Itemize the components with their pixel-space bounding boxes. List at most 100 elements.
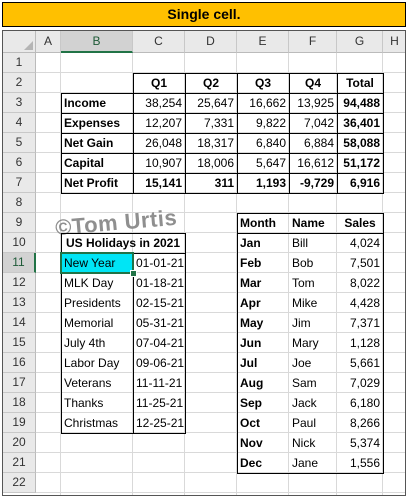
row-header-15[interactable]: 15 [3,333,36,353]
row-header-6[interactable]: 6 [3,153,36,173]
financial-value[interactable]: 13,925 [297,96,334,110]
sales-month[interactable]: May [240,316,264,330]
sales-header-sales[interactable]: Sales [344,216,376,230]
sales-month[interactable]: Feb [240,256,262,270]
holiday-name[interactable]: Presidents [64,296,121,310]
sales-name[interactable]: Mike [292,296,318,310]
financial-total[interactable]: 94,488 [343,96,380,110]
sales-value[interactable]: 7,371 [349,316,380,330]
financial-value[interactable]: 9,822 [255,116,286,130]
sales-name[interactable]: Bill [292,236,309,250]
sales-value[interactable]: 7,501 [349,256,380,270]
row-header-2[interactable]: 2 [3,73,36,93]
sales-month[interactable]: Apr [240,296,261,310]
financial-total[interactable]: 51,172 [343,156,380,170]
financial-header-q4[interactable]: Q4 [304,76,321,90]
column-header-h[interactable]: H [383,31,405,53]
row-header-14[interactable]: 14 [3,313,36,333]
row-header-4[interactable]: 4 [3,113,36,133]
sales-name[interactable]: Nick [292,436,316,450]
holiday-name[interactable]: MLK Day [64,276,114,290]
sales-value[interactable]: 7,029 [349,376,380,390]
holiday-name[interactable]: Veterans [64,376,112,390]
sales-header-month[interactable]: Month [240,216,276,230]
financial-header-q1[interactable]: Q1 [150,76,167,90]
financial-value[interactable]: 38,254 [145,96,182,110]
financial-row-label[interactable]: Expenses [64,116,121,130]
financial-row-label[interactable]: Net Profit [64,176,118,190]
column-header-c[interactable]: C [133,31,185,53]
row-header-8[interactable]: 8 [3,193,36,213]
holidays-title[interactable]: US Holidays in 2021 [65,236,181,250]
financial-value[interactable]: 16,662 [249,96,286,110]
column-header-a[interactable]: A [36,31,61,53]
holiday-name[interactable]: Memorial [64,316,114,330]
sales-value[interactable]: 1,556 [349,456,380,470]
row-header-1[interactable]: 1 [3,53,36,73]
financial-value[interactable]: 7,331 [203,116,234,130]
holiday-name[interactable]: Christmas [64,416,119,430]
sales-name[interactable]: Jim [292,316,311,330]
sales-name[interactable]: Joe [292,356,312,370]
select-all-corner[interactable] [3,31,36,53]
sales-name[interactable]: Paul [292,416,317,430]
sales-month[interactable]: Jan [240,236,261,250]
sales-value[interactable]: 1,128 [349,336,380,350]
financial-total[interactable]: 36,401 [343,116,380,130]
row-header-17[interactable]: 17 [3,373,36,393]
financial-value[interactable]: 6,884 [303,136,334,150]
sales-month[interactable]: Jul [240,356,258,370]
holiday-date[interactable]: 05-31-21 [136,316,185,330]
row-header-19[interactable]: 19 [3,413,36,433]
financial-value[interactable]: 16,612 [297,156,334,170]
sales-value[interactable]: 4,428 [349,296,380,310]
sales-month[interactable]: Jun [240,336,262,350]
row-header-13[interactable]: 13 [3,293,36,313]
sales-value[interactable]: 4,024 [349,236,380,250]
holiday-date[interactable]: 12-25-21 [136,416,185,430]
sales-value[interactable]: 5,661 [349,356,380,370]
holiday-date[interactable]: 02-15-21 [136,296,185,310]
sales-name[interactable]: Jane [292,456,319,470]
holiday-date[interactable]: 07-04-21 [136,336,185,350]
sales-name[interactable]: Tom [292,276,315,290]
financial-header-q3[interactable]: Q3 [254,76,271,90]
financial-value[interactable]: 1,193 [255,176,286,190]
row-header-20[interactable]: 20 [3,433,36,453]
financial-value[interactable]: 311 [214,176,234,190]
financial-row-label[interactable]: Capital [64,156,105,170]
sales-name[interactable]: Mary [292,336,319,350]
sales-month[interactable]: Mar [240,276,262,290]
sales-month[interactable]: Aug [240,376,264,390]
holiday-name[interactable]: July 4th [64,336,106,350]
column-header-f[interactable]: F [289,31,337,53]
sales-value[interactable]: 8,022 [349,276,380,290]
column-header-g[interactable]: G [337,31,383,53]
row-header-12[interactable]: 12 [3,273,36,293]
sales-name[interactable]: Jack [292,396,317,410]
financial-total[interactable]: 6,916 [349,176,380,190]
column-header-e[interactable]: E [237,31,289,53]
financial-value[interactable]: 26,048 [145,136,182,150]
sales-month[interactable]: Nov [240,436,263,450]
financial-value[interactable]: -9,729 [299,176,334,190]
financial-value[interactable]: 18,006 [197,156,234,170]
financial-value[interactable]: 10,907 [145,156,182,170]
fill-handle[interactable] [130,270,137,277]
sales-header-name[interactable]: Name [292,216,325,230]
holiday-date[interactable]: 01-18-21 [136,276,185,290]
row-header-7[interactable]: 7 [3,173,36,193]
holiday-date[interactable]: 09-06-21 [136,356,185,370]
holiday-date[interactable]: 11-25-21 [136,396,184,410]
financial-header-total[interactable]: Total [346,76,374,90]
row-header-18[interactable]: 18 [3,393,36,413]
financial-value[interactable]: 7,042 [303,116,334,130]
row-header-22[interactable]: 22 [3,473,36,493]
financial-row-label[interactable]: Net Gain [64,136,114,150]
financial-value[interactable]: 18,317 [197,136,234,150]
sales-month[interactable]: Dec [240,456,263,470]
sales-month[interactable]: Sep [240,396,263,410]
holiday-name[interactable]: Thanks [64,396,104,410]
row-header-21[interactable]: 21 [3,453,36,473]
financial-total[interactable]: 58,088 [343,136,380,150]
